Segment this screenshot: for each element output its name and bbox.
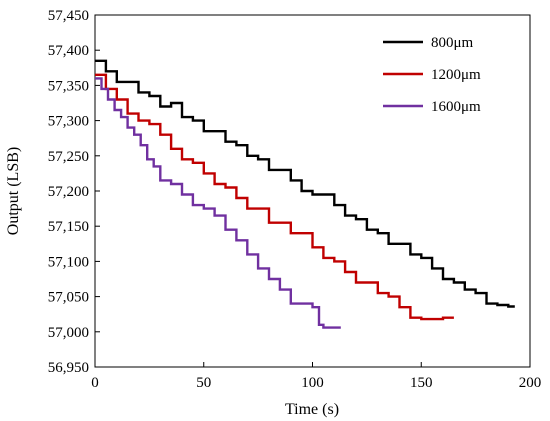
x-tick-label: 100 bbox=[301, 375, 324, 391]
y-tick-label: 57,000 bbox=[48, 325, 89, 341]
x-axis-title: Time (s) bbox=[285, 401, 339, 418]
y-tick-label: 57,450 bbox=[48, 8, 89, 24]
x-tick-label: 200 bbox=[519, 375, 542, 391]
y-axis: 56,950 57,000 57,050 57,100 57,150 57,200 57,2… bbox=[48, 8, 100, 376]
y-tick-label: 57,050 bbox=[48, 290, 89, 306]
y-tick-label: 57,300 bbox=[48, 114, 89, 130]
y-tick-label: 57,150 bbox=[48, 219, 89, 235]
legend: 800μm 1200μm 1600μm bbox=[383, 35, 481, 115]
y-tick-label: 57,350 bbox=[48, 78, 89, 94]
y-tick-label: 57,100 bbox=[48, 254, 89, 270]
y-tick-label: 56,950 bbox=[48, 360, 89, 376]
x-tick-label: 0 bbox=[91, 375, 99, 391]
series-line-3 bbox=[95, 77, 341, 329]
series-line-2 bbox=[95, 73, 454, 321]
series-layer bbox=[95, 59, 515, 329]
x-axis: 0 50 100 150 200 bbox=[91, 362, 541, 391]
legend-label-1: 800μm bbox=[431, 35, 474, 51]
y-tick-label: 57,250 bbox=[48, 149, 89, 165]
y-tick-label: 57,200 bbox=[48, 184, 89, 200]
legend-label-3: 1600μm bbox=[431, 99, 481, 115]
legend-label-2: 1200μm bbox=[431, 67, 481, 83]
y-tick-label: 57,400 bbox=[48, 43, 89, 59]
x-tick-label: 50 bbox=[196, 375, 211, 391]
series-line-1 bbox=[95, 59, 515, 308]
x-tick-label: 150 bbox=[410, 375, 433, 391]
y-axis-title: Output (LSB) bbox=[5, 147, 22, 235]
